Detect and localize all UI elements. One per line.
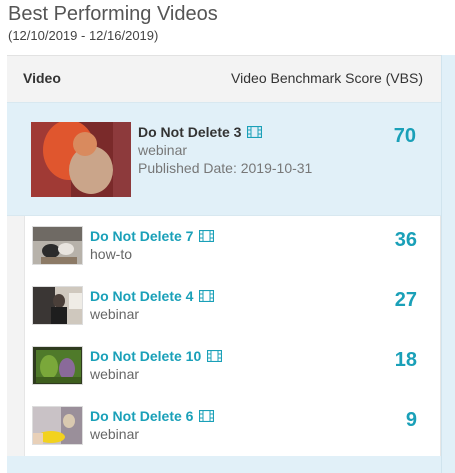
film-icon xyxy=(199,229,215,245)
video-score: 27 xyxy=(394,289,417,311)
video-title-link[interactable]: Do Not Delete 7 xyxy=(90,228,215,245)
table-footer xyxy=(7,456,441,473)
video-score: 9 xyxy=(405,409,417,431)
video-category: webinar xyxy=(90,366,140,382)
featured-video-title[interactable]: Do Not Delete 3 xyxy=(138,124,263,141)
video-category: webinar xyxy=(90,306,140,322)
film-icon xyxy=(199,409,215,425)
date-range: (12/10/2019 - 12/16/2019) xyxy=(8,28,159,43)
video-row[interactable]: Do Not Delete 6 webinar 9 xyxy=(25,396,442,456)
featured-video-score: 70 xyxy=(393,125,416,147)
featured-video-published-date: Published Date: 2019-10-31 xyxy=(138,160,313,176)
video-row[interactable]: Do Not Delete 10 webinar 18 xyxy=(25,336,442,396)
video-row[interactable]: Do Not Delete 7 how-to 36 xyxy=(25,216,442,276)
video-score: 18 xyxy=(394,349,417,371)
video-thumbnail[interactable] xyxy=(32,286,83,325)
featured-video-category: webinar xyxy=(138,142,188,158)
video-title-link[interactable]: Do Not Delete 4 xyxy=(90,288,215,305)
film-icon xyxy=(199,289,215,305)
film-icon xyxy=(207,349,223,365)
video-row[interactable]: Do Not Delete 4 webinar 27 xyxy=(25,276,442,336)
widget-title: Best Performing Videos xyxy=(8,3,218,25)
video-category: webinar xyxy=(90,426,140,442)
video-thumbnail[interactable] xyxy=(32,406,83,445)
film-icon xyxy=(247,125,263,141)
video-score: 36 xyxy=(394,229,417,251)
column-header-score[interactable]: Video Benchmark Score (VBS) xyxy=(231,70,423,86)
video-thumbnail[interactable] xyxy=(32,226,83,265)
video-title-link[interactable]: Do Not Delete 6 xyxy=(90,408,215,425)
video-category: how-to xyxy=(90,246,133,262)
column-header-video[interactable]: Video xyxy=(23,70,61,86)
video-thumbnail[interactable] xyxy=(31,122,131,197)
video-thumbnail[interactable] xyxy=(32,346,83,385)
scroll-track[interactable] xyxy=(441,55,455,473)
video-list: Do Not Delete 7 how-to 36 Do Not Delete … xyxy=(24,216,441,456)
video-title-link[interactable]: Do Not Delete 10 xyxy=(90,348,223,365)
